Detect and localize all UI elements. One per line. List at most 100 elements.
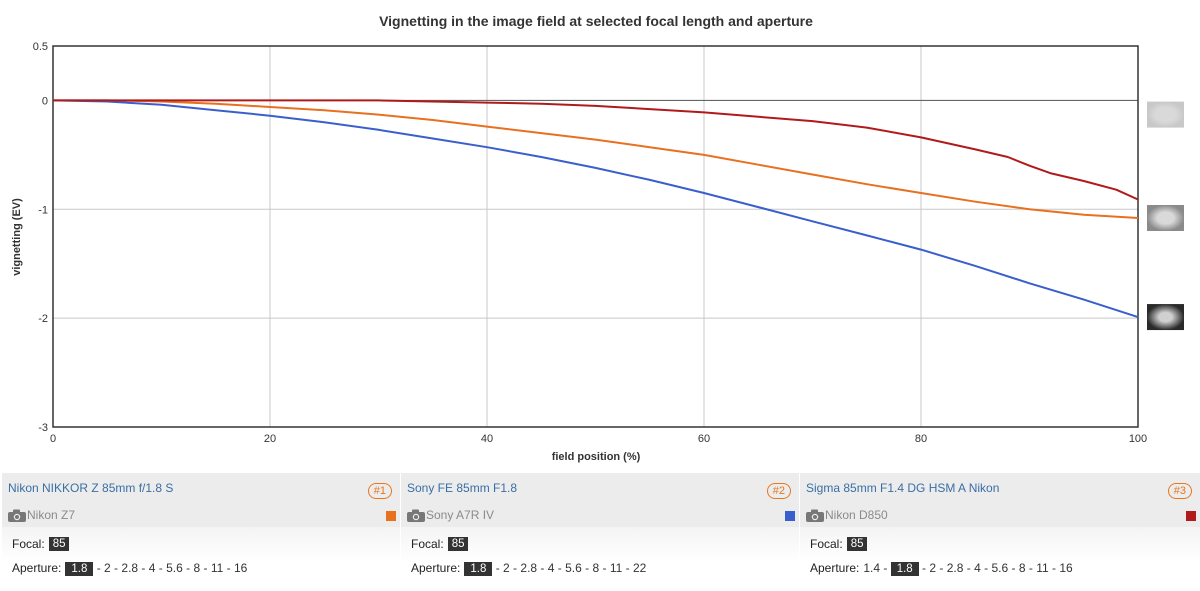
aperture-separator: - (963, 561, 975, 575)
lens-number-badge: #1 (367, 483, 392, 499)
aperture-option[interactable]: 2.8 (946, 561, 964, 575)
aperture-option[interactable]: 11 (1036, 561, 1049, 575)
aperture-option[interactable]: 16 (233, 561, 248, 575)
lens-number-badge: #3 (1167, 483, 1192, 499)
y-tick-label: -3 (38, 422, 48, 434)
y-tick-label: -2 (38, 313, 48, 325)
aperture-option[interactable]: 4 (974, 561, 981, 575)
aperture-separator: - (622, 561, 633, 575)
aperture-option[interactable]: 2 (929, 561, 937, 575)
camera-name: Sony A7R IV (426, 508, 495, 522)
aperture-separator: - (918, 561, 930, 575)
aperture-row: Aperture: 1.8 - 2 - 2.8 - 4 - 5.6 - 8 - … (12, 561, 248, 576)
y-tick-label: 0.5 (33, 41, 48, 53)
camera-row: Sony A7R IV (407, 507, 494, 523)
vignette-thumbnails (1147, 101, 1184, 331)
focal-value[interactable]: 85 (846, 537, 868, 551)
aperture-option[interactable]: 4 (547, 561, 555, 575)
aperture-separator: - (110, 561, 122, 575)
aperture-separator: - (138, 561, 149, 575)
series-color-swatch (785, 511, 795, 521)
aperture-option[interactable]: 11 (210, 561, 224, 575)
aperture-option[interactable]: 16 (1059, 561, 1073, 575)
camera-row: Nikon D850 (806, 507, 888, 523)
lens-name-link[interactable]: Nikon NIKKOR Z 85mm f/1.8 S (8, 481, 174, 495)
camera-name: Nikon D850 (825, 508, 888, 522)
aperture-separator: - (537, 561, 548, 575)
lens-panel-2: Sony FE 85mm F1.8 #2 Sony A7R IV Focal: … (401, 473, 799, 591)
aperture-option[interactable]: 8 (1018, 561, 1026, 575)
camera-row: Nikon Z7 (8, 507, 75, 523)
aperture-option[interactable]: 11 (609, 561, 623, 575)
chart-title: Vignetting in the image field at selecte… (379, 13, 813, 29)
vignette-thumb-medium (1147, 204, 1184, 231)
aperture-option[interactable]: 2.8 (121, 561, 139, 575)
camera-icon (8, 509, 26, 522)
aperture-option[interactable]: 5.6 (991, 561, 1009, 575)
x-tick-label: 20 (264, 433, 276, 445)
aperture-option[interactable]: 2 (104, 561, 111, 575)
aperture-option-selected[interactable]: 1.8 (65, 562, 94, 576)
aperture-option[interactable]: 8 (193, 561, 201, 575)
series-color-swatch (1186, 511, 1196, 521)
aperture-option[interactable]: 2.8 (520, 561, 538, 575)
aperture-separator: - (223, 561, 234, 575)
aperture-option[interactable]: 5.6 (565, 561, 582, 575)
aperture-separator: - (599, 561, 610, 575)
aperture-separator: - (880, 561, 891, 575)
aperture-option-selected[interactable]: 1.8 (464, 562, 493, 576)
x-tick-label: 0 (50, 433, 56, 445)
series-color-swatch (386, 511, 396, 521)
vignette-thumb-light (1147, 101, 1184, 128)
lens-panel-settings: Focal: 85 Aperture: 1.4 - 1.8 - 2 - 2.8 … (800, 527, 1200, 591)
lens-name-link[interactable]: Sigma 85mm F1.4 DG HSM A Nikon (806, 481, 1000, 495)
lens-panel-settings: Focal: 85 Aperture: 1.8 - 2 - 2.8 - 4 - … (401, 527, 799, 591)
focal-row: Focal: 85 (411, 537, 469, 551)
aperture-separator: - (492, 561, 504, 575)
focal-value[interactable]: 85 (48, 537, 70, 551)
aperture-separator: - (509, 561, 521, 575)
lens-panel-settings: Focal: 85 Aperture: 1.8 - 2 - 2.8 - 4 - … (2, 527, 400, 591)
aperture-separator: - (182, 561, 194, 575)
series-line-2 (52, 99, 1139, 319)
focal-value[interactable]: 85 (447, 537, 469, 551)
aperture-option[interactable]: 22 (632, 561, 647, 575)
lens-name-link[interactable]: Sony FE 85mm F1.8 (407, 481, 518, 495)
aperture-separator: - (1048, 561, 1060, 575)
aperture-label: Aperture: (810, 561, 860, 575)
x-tick-label: 100 (1129, 433, 1147, 445)
aperture-separator: - (936, 561, 947, 575)
aperture-options: 1.4 - 1.8 - 2 - 2.8 - 4 - 5.6 - 8 - 11 -… (863, 561, 1073, 576)
series-line-1 (53, 99, 1139, 219)
aperture-label: Aperture: (411, 561, 461, 575)
y-axis-label: vignetting (EV) (11, 198, 23, 276)
lens-panel-3: Sigma 85mm F1.4 DG HSM A Nikon #3 Nikon … (800, 473, 1200, 591)
lens-panel-header: Nikon NIKKOR Z 85mm f/1.8 S #1 Nikon Z7 (2, 473, 400, 527)
aperture-separator: - (581, 561, 593, 575)
lens-comparison-panels: Nikon NIKKOR Z 85mm f/1.8 S #1 Nikon Z7 … (0, 473, 1200, 591)
vignetting-chart: Vignetting in the image field at selecte… (11, 13, 1184, 463)
aperture-options: 1.8 - 2 - 2.8 - 4 - 5.6 - 8 - 11 - 22 (464, 561, 647, 576)
camera-icon (806, 509, 824, 522)
aperture-separator: - (155, 561, 167, 575)
aperture-option[interactable]: 1.4 (863, 561, 881, 575)
aperture-separator: - (1008, 561, 1019, 575)
aperture-row: Aperture: 1.4 - 1.8 - 2 - 2.8 - 4 - 5.6 … (810, 561, 1073, 576)
aperture-separator: - (554, 561, 566, 575)
series-line-3 (53, 99, 1139, 201)
aperture-option[interactable]: 8 (592, 561, 600, 575)
x-tick-label: 80 (915, 433, 927, 445)
focal-label: Focal: (411, 537, 444, 551)
aperture-label: Aperture: (12, 561, 62, 575)
x-tick-label: 60 (698, 433, 710, 445)
aperture-option[interactable]: 4 (148, 561, 156, 575)
camera-icon (407, 509, 425, 522)
lens-panel-header: Sony FE 85mm F1.8 #2 Sony A7R IV (401, 473, 799, 527)
aperture-option[interactable]: 2 (503, 561, 510, 575)
y-axis-ticks: 0.5 0 -1 -2 -3 (33, 41, 48, 434)
aperture-option-selected[interactable]: 1.8 (890, 562, 919, 576)
grid-lines (53, 46, 1138, 427)
aperture-option[interactable]: 5.6 (166, 561, 183, 575)
focal-label: Focal: (810, 537, 843, 551)
y-tick-label: -1 (38, 204, 48, 216)
